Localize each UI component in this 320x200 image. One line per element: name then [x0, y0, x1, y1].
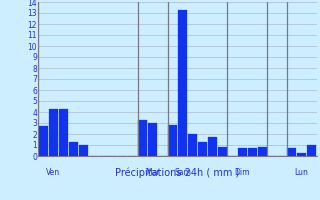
Bar — [287, 148, 296, 156]
Bar — [69, 142, 78, 156]
Text: Dim: Dim — [234, 168, 250, 177]
Bar — [188, 134, 197, 156]
Bar — [218, 147, 227, 156]
Bar — [39, 126, 48, 156]
Bar — [238, 148, 247, 156]
X-axis label: Précipitations 24h ( mm ): Précipitations 24h ( mm ) — [116, 167, 240, 178]
Text: Ven: Ven — [46, 168, 60, 177]
Text: Sam: Sam — [175, 168, 191, 177]
Bar — [198, 142, 207, 156]
Bar — [138, 120, 147, 156]
Bar — [258, 147, 267, 156]
Bar — [148, 123, 157, 156]
Text: Lun: Lun — [294, 168, 308, 177]
Bar — [59, 109, 68, 156]
Bar — [248, 148, 257, 156]
Bar — [178, 10, 187, 156]
Bar — [79, 145, 88, 156]
Text: Mar: Mar — [145, 168, 159, 177]
Bar — [49, 109, 58, 156]
Bar — [208, 137, 217, 156]
Bar — [168, 125, 177, 156]
Bar — [297, 153, 306, 156]
Bar — [307, 145, 316, 156]
